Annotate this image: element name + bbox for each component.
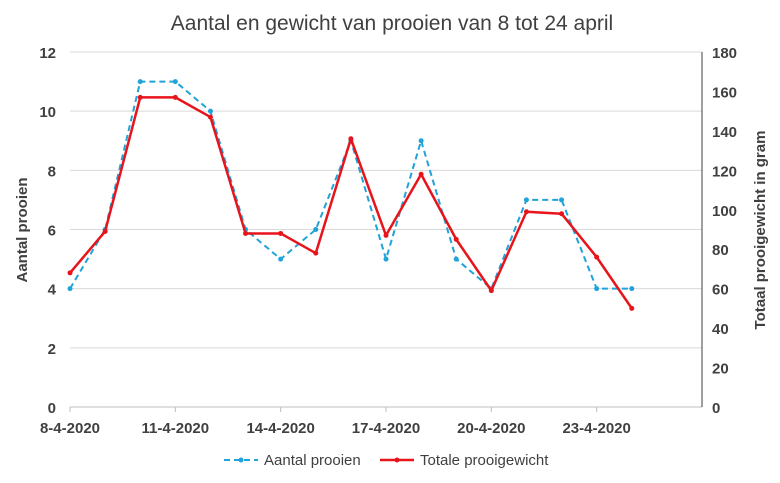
y-axis-label-left: Aantal prooien xyxy=(14,177,31,282)
y-tick-label-right: 60 xyxy=(712,282,729,299)
data-point-aantal-prooien xyxy=(207,108,213,114)
data-point-aantal-prooien xyxy=(629,286,635,292)
data-point-totale-prooigewicht xyxy=(172,94,178,100)
chart-title: Aantal en gewicht van prooien van 8 tot … xyxy=(171,12,613,35)
legend-label-aantal-prooien: Aantal prooien xyxy=(264,452,361,469)
data-point-aantal-prooien xyxy=(313,227,319,232)
data-point-aantal-prooien xyxy=(594,286,600,292)
legend-item-totale-prooigewicht: Totale prooigewicht xyxy=(380,452,549,469)
data-point-totale-prooigewicht xyxy=(559,211,565,217)
data-point-totale-prooigewicht xyxy=(67,270,73,276)
series-line-aantal-prooien xyxy=(69,80,632,290)
x-tick-label: 11-4-2020 xyxy=(142,420,210,437)
series-line-totale-prooigewicht xyxy=(69,96,633,310)
data-point-aantal-prooien xyxy=(383,256,389,262)
data-point-aantal-prooien xyxy=(278,256,284,262)
data-point-totale-prooigewicht xyxy=(453,236,459,242)
y-tick-label-left: 6 xyxy=(48,223,56,240)
y-tick-label-right: 180 xyxy=(712,45,737,62)
x-tick-label: 17-4-2020 xyxy=(352,420,420,437)
data-point-totale-prooigewicht xyxy=(629,305,635,311)
data-point-aantal-prooien xyxy=(523,197,529,203)
data-point-totale-prooigewicht xyxy=(488,288,494,294)
data-point-totale-prooigewicht xyxy=(348,136,354,142)
x-tick-label: 20-4-2020 xyxy=(457,420,525,437)
y-tick-label-right: 0 xyxy=(712,400,720,417)
gridlines xyxy=(70,51,702,349)
data-point-totale-prooigewicht xyxy=(137,94,143,100)
legend: Aantal prooien Totale prooigewicht xyxy=(224,452,549,469)
data-point-totale-prooigewicht xyxy=(207,114,213,120)
data-point-totale-prooigewicht xyxy=(278,230,284,236)
data-point-totale-prooigewicht xyxy=(243,230,249,236)
data-point-aantal-prooien xyxy=(67,286,73,292)
data-point-aantal-prooien xyxy=(559,197,565,203)
legend-label-totale-prooigewicht: Totale prooigewicht xyxy=(420,452,549,469)
y-tick-label-left: 10 xyxy=(39,104,56,121)
series-layer xyxy=(67,79,635,311)
axes: 0246810120204060801001201401601808-4-202… xyxy=(39,45,737,437)
data-point-totale-prooigewicht xyxy=(102,228,108,234)
x-tick-label: 8-4-2020 xyxy=(40,420,100,437)
y-tick-label-right: 100 xyxy=(712,203,737,220)
x-tick-label: 14-4-2020 xyxy=(246,420,314,437)
y-tick-label-left: 0 xyxy=(48,400,56,417)
y-tick-label-right: 20 xyxy=(712,361,729,378)
y-tick-label-left: 12 xyxy=(39,45,56,62)
y-axis-label-right: Totaal prooigewicht in gram xyxy=(752,131,769,330)
legend-item-aantal-prooien: Aantal prooien xyxy=(224,452,361,469)
data-point-totale-prooigewicht xyxy=(418,171,424,177)
data-point-aantal-prooien xyxy=(137,79,143,85)
y-tick-label-right: 80 xyxy=(712,242,729,259)
y-tick-label-right: 140 xyxy=(712,124,737,141)
y-tick-label-left: 2 xyxy=(48,341,56,358)
data-point-aantal-prooien xyxy=(418,138,424,144)
y-tick-label-left: 4 xyxy=(48,282,57,299)
y-tick-label-right: 40 xyxy=(712,321,729,338)
data-point-aantal-prooien xyxy=(453,256,459,262)
y-tick-label-right: 160 xyxy=(712,84,737,101)
y-tick-label-right: 120 xyxy=(712,163,737,180)
data-point-totale-prooigewicht xyxy=(313,250,319,256)
y-tick-label-left: 8 xyxy=(48,163,56,180)
data-point-totale-prooigewicht xyxy=(523,209,529,215)
data-point-totale-prooigewicht xyxy=(383,232,389,238)
data-point-aantal-prooien xyxy=(172,79,178,85)
data-point-totale-prooigewicht xyxy=(594,254,600,260)
x-tick-label: 23-4-2020 xyxy=(562,420,630,437)
